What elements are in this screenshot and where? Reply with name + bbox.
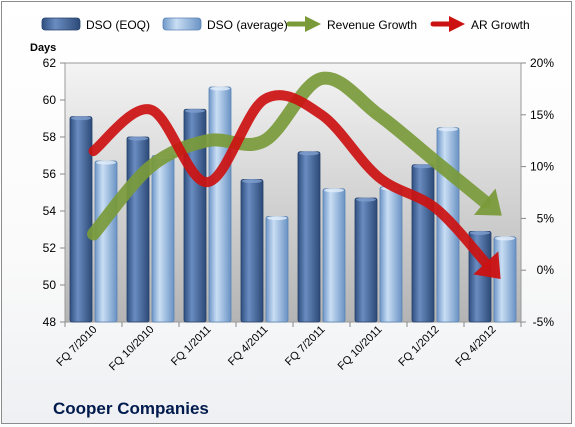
ar-growth-arrow-head [473,251,501,280]
bar-dso-eoq [411,164,435,323]
bar-dso-average-cap [267,216,287,221]
y-axis-ticks: 48 50 52 54 56 58 60 62 [43,56,65,329]
bar-dso-average [265,216,289,323]
bar-dso-average [322,188,346,323]
bar-dso-average [151,155,175,323]
x-tick-label: FQ 4/2011 [226,324,271,369]
chart-title: Cooper Companies [53,399,209,418]
growth-arrows [87,71,502,280]
y-tick-label: 50 [43,278,57,292]
bar-dso-eoq-cap [242,179,262,184]
bar-dso-eoq-cap [356,197,376,202]
legend-swatch-dso-average [162,17,202,31]
x-tick-label: FQ 10/2010 [107,324,157,374]
bar-dso-average [379,186,403,323]
x-tick-label: FQ 10/2011 [336,324,385,373]
y-tick-label: 58 [43,130,57,144]
bar-dso-average [208,86,232,323]
y2-tick-label: -5% [533,315,555,329]
bar-dso-eoq-cap [470,230,490,235]
x-tick-label: FQ 1/2011 [169,324,214,369]
bar-dso-average [94,160,118,323]
y2-tick-label: 15% [530,108,554,122]
bar-dso-eoq-cap [71,116,91,121]
x-axis-ticks: FQ 7/2010 FQ 10/2010 FQ 1/2011 FQ 4/2011 FQ … [54,322,522,374]
bar-dso-eoq [354,197,378,323]
y-tick-label: 52 [43,241,57,255]
x-tick-label: FQ 4/2012 [453,324,498,369]
revenue-growth-arrow-head [473,188,502,216]
bar-dso-average [493,236,517,323]
revenue-growth-arrow-line [87,71,492,241]
y2-tick-label: 10% [530,160,554,174]
legend-arrow-ar-growth [430,16,465,32]
legend-label-dso-eoq: DSO (EOQ) [86,18,150,32]
bar-dso-average-cap [495,236,515,241]
y2-tick-label: 20% [530,56,554,70]
bar-dso-eoq [69,116,93,323]
ar-growth-arrow-line [88,90,491,268]
x-tick-label: FQ 7/2010 [54,324,99,369]
y-axis-title: Days [30,42,56,54]
y2-axis-ticks: -5% 0% 5% 10% 15% 20% [521,56,554,329]
bar-dso-eoq-cap [299,151,319,156]
legend-arrow-revenue-growth [286,16,321,32]
legend-swatch-dso-eoq [41,17,81,31]
legend: DSO (EOQ) DSO (average) Revenue Growth A… [41,16,530,32]
bar-dso-average-cap [324,188,344,193]
bar-dso-eoq-cap [413,164,433,169]
bar-dso-eoq-cap [185,108,205,113]
x-tick-label: FQ 7/2011 [283,324,328,369]
y-tick-label: 62 [43,56,57,70]
y2-tick-label: 5% [537,211,555,225]
legend-label-ar-growth: AR Growth [471,18,530,32]
legend-label-dso-average: DSO (average) [207,18,288,32]
bar-dso-eoq [240,179,264,323]
y2-tick-label: 0% [537,263,555,277]
y-tick-label: 56 [43,167,57,181]
y-tick-label: 60 [43,93,57,107]
bar-dso-average-cap [96,160,116,165]
legend-label-revenue-growth: Revenue Growth [327,18,417,32]
x-tick-label: FQ 1/2012 [396,324,441,369]
bar-dso-eoq [297,151,321,323]
y-tick-label: 48 [43,315,57,329]
bar-dso-average-cap [438,127,458,132]
y-tick-label: 54 [43,204,57,218]
bar-dso-average-cap [210,86,230,91]
bar-dso-eoq-cap [128,136,148,141]
